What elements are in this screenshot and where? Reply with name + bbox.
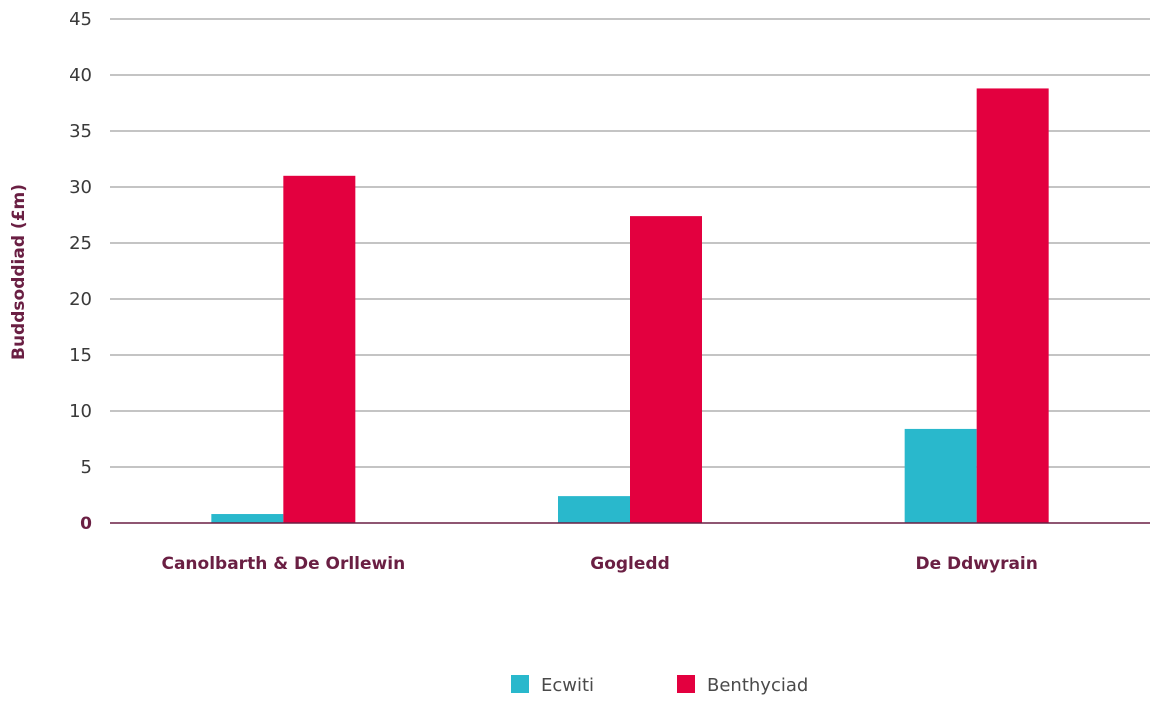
y-tick-label: 0 [80,514,92,534]
y-tick-label: 45 [69,9,92,30]
y-tick-label: 5 [81,457,92,478]
y-axis-title: Buddsoddiad (£m) [9,184,29,360]
y-tick-label: 25 [69,233,92,254]
bar-benthyciad-2 [630,216,702,523]
legend-swatch-ecwiti [511,675,529,693]
y-tick-label: 35 [69,121,92,142]
y-tick-label: 15 [69,345,92,366]
bar-ecwiti-3 [904,428,977,523]
y-tick-label: 30 [69,177,92,198]
bar-ecwiti-2 [558,496,630,523]
x-category-label: Gogledd [590,554,670,574]
y-tick-label: 40 [69,65,92,86]
bar-ecwiti-1 [211,514,284,523]
legend-label-ecwiti: Ecwiti [541,675,594,696]
x-category-label: De Ddwyrain [915,554,1037,574]
x-category-label: Canolbarth & De Orllewin [161,554,405,574]
y-tick-label: 20 [69,289,92,310]
bar-benthyciad-1 [283,175,356,524]
legend: Ecwiti Benthyciad [511,675,808,696]
legend-label-benthyciad: Benthyciad [707,675,808,696]
axes: 0 5 10 15 20 25 30 35 40 45 Canolbarth & De Orllew… [69,9,1150,574]
bar-benthyciad-3 [976,88,1049,523]
y-tick-label: 10 [69,401,92,422]
bars [211,88,1049,524]
legend-swatch-benthyciad [677,675,695,693]
